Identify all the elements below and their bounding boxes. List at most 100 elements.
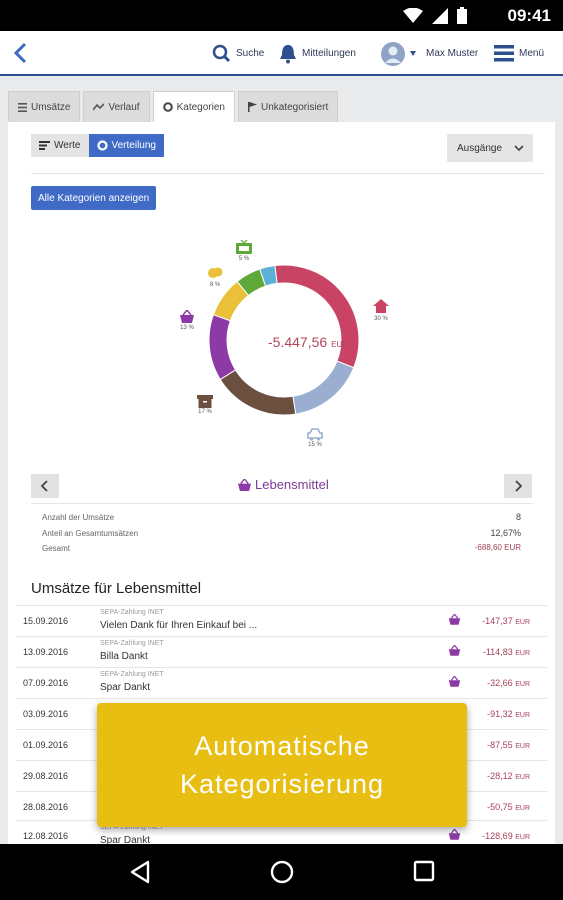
values-toggle-button[interactable]: Werte bbox=[31, 134, 89, 157]
promo-banner-line-2: Kategorisierung bbox=[179, 769, 385, 799]
tx-kind: SEPA-Zahlung INET bbox=[100, 824, 164, 831]
tx-currency: EUR bbox=[515, 774, 530, 781]
chart-total-amount: -5.447,56 EUR bbox=[248, 334, 368, 350]
tx-amount-value: -28,12 bbox=[487, 771, 513, 781]
battery-icon bbox=[457, 7, 467, 24]
tx-currency: EUR bbox=[515, 834, 530, 841]
direction-select[interactable]: Ausgänge bbox=[447, 134, 533, 162]
tab-unkategorisiert[interactable]: Unkategorisiert bbox=[237, 91, 339, 122]
tx-currency: EUR bbox=[515, 681, 530, 688]
tx-description: Spar Dankt bbox=[100, 835, 151, 846]
tx-description: Vielen Dank für Ihren Einkauf bei ... bbox=[100, 620, 258, 631]
tx-currency: EUR bbox=[515, 743, 530, 750]
tx-amount: -91,32 EUR bbox=[487, 709, 530, 719]
view-toggle: Werte Verteilung bbox=[31, 134, 164, 157]
system-navigation-bar bbox=[0, 844, 563, 900]
stat-label-count: Anzahl der Umsätze bbox=[42, 513, 115, 522]
tx-date: 15.09.2016 bbox=[23, 616, 69, 626]
messages-label: Mitteilungen bbox=[302, 48, 356, 59]
tx-date: 01.09.2016 bbox=[23, 740, 69, 750]
promo-banner-line-1: Automatische bbox=[194, 731, 370, 761]
table-row[interactable]: 13.09.2016 SEPA-Zahlung INET Billa Dankt… bbox=[16, 636, 547, 667]
nav-home-icon[interactable] bbox=[270, 860, 294, 884]
nav-back-icon[interactable] bbox=[128, 860, 152, 884]
tx-currency: EUR bbox=[515, 619, 530, 626]
next-category-button[interactable] bbox=[504, 474, 532, 498]
tx-date: 07.09.2016 bbox=[23, 678, 69, 688]
slice-label-sonstiges: 17 % bbox=[198, 409, 212, 415]
chart-total-value: -5.447,56 bbox=[268, 334, 328, 350]
basket-icon bbox=[448, 676, 461, 687]
basket-icon bbox=[448, 645, 461, 656]
bars-icon bbox=[39, 141, 50, 150]
car-icon[interactable] bbox=[307, 428, 323, 441]
tab-label: Unkategorisiert bbox=[260, 101, 329, 113]
tab-label: Kategorien bbox=[176, 101, 225, 113]
caret-down-icon bbox=[410, 51, 416, 56]
tv-icon[interactable] bbox=[236, 240, 252, 254]
tx-amount: -128,69 EUR bbox=[482, 831, 530, 841]
tab-label: Umsätze bbox=[31, 101, 71, 113]
tx-description: Spar Dankt bbox=[100, 682, 151, 693]
tx-amount-value: -147,37 bbox=[482, 616, 513, 626]
tx-kind: SEPA-Zahlung INET bbox=[100, 671, 164, 678]
search-label: Suche bbox=[236, 48, 265, 59]
nav-recents-icon[interactable] bbox=[413, 860, 435, 882]
status-icons bbox=[403, 7, 467, 24]
tx-amount-value: -32,66 bbox=[487, 678, 513, 688]
hamburger-icon bbox=[494, 45, 514, 62]
direction-select-value: Ausgänge bbox=[457, 142, 503, 154]
basket-icon[interactable] bbox=[179, 310, 195, 323]
tx-kind: SEPA-Zahlung INET bbox=[100, 609, 164, 616]
tx-amount: -32,66 EUR bbox=[487, 678, 530, 688]
tx-date: 13.09.2016 bbox=[23, 647, 69, 657]
tx-currency: EUR bbox=[515, 805, 530, 812]
tx-date: 28.08.2016 bbox=[23, 802, 69, 812]
tx-kind: SEPA-Zahlung INET bbox=[100, 640, 164, 647]
tx-amount-value: -114,83 bbox=[482, 647, 513, 657]
chart-total-currency: EUR bbox=[331, 340, 348, 349]
pie-chart-icon bbox=[162, 102, 173, 112]
box-icon[interactable] bbox=[197, 395, 213, 408]
tx-currency: EUR bbox=[515, 650, 530, 657]
promo-banner: Automatische Kategorisierung bbox=[97, 703, 467, 827]
slice-label-lebensmittel: 13 % bbox=[180, 325, 194, 331]
tx-amount-value: -128,69 bbox=[482, 831, 513, 841]
tab-umsaetze[interactable]: Umsätze bbox=[8, 91, 81, 122]
donut-icon bbox=[96, 140, 108, 151]
distribution-toggle-button[interactable]: Verteilung bbox=[88, 134, 164, 157]
tab-verlauf[interactable]: Verlauf bbox=[83, 91, 150, 122]
tx-date: 03.09.2016 bbox=[23, 709, 69, 719]
tx-amount-value: -50,75 bbox=[487, 802, 513, 812]
tx-amount: -28,12 EUR bbox=[487, 771, 530, 781]
tx-amount: -114,83 EUR bbox=[483, 647, 530, 657]
wifi-icon bbox=[403, 7, 423, 23]
search-button[interactable]: Suche bbox=[212, 31, 264, 76]
slice-label-auto: 15 % bbox=[308, 442, 322, 448]
messages-button[interactable]: Mitteilungen bbox=[279, 31, 356, 76]
menu-button[interactable]: Menü bbox=[494, 31, 544, 76]
tab-kategorien[interactable]: Kategorien bbox=[152, 91, 235, 122]
user-menu[interactable]: Max Muster bbox=[381, 31, 478, 76]
search-icon bbox=[212, 44, 231, 63]
previous-category-button[interactable] bbox=[31, 474, 59, 498]
divider bbox=[31, 173, 545, 174]
table-row[interactable]: 15.09.2016 SEPA-Zahlung INET Vielen Dank… bbox=[16, 605, 547, 636]
back-arrow-icon[interactable] bbox=[6, 38, 36, 68]
house-icon[interactable] bbox=[373, 299, 389, 313]
values-toggle-label: Werte bbox=[54, 140, 81, 151]
selected-category-name: Lebensmittel bbox=[255, 477, 329, 492]
selected-category: Lebensmittel bbox=[237, 477, 329, 492]
tx-currency: EUR bbox=[515, 712, 530, 719]
tx-amount: -147,37 EUR bbox=[482, 616, 530, 626]
tx-amount-value: -91,32 bbox=[487, 709, 513, 719]
basket-icon bbox=[448, 829, 461, 840]
table-row[interactable]: 07.09.2016 SEPA-Zahlung INET Spar Dankt … bbox=[16, 667, 547, 698]
tx-amount-value: -87,55 bbox=[487, 740, 513, 750]
flag-icon bbox=[247, 102, 257, 112]
chevron-left-icon bbox=[40, 480, 48, 492]
stat-value-total: -688,60 EUR bbox=[474, 543, 521, 552]
blob-icon[interactable] bbox=[207, 266, 223, 280]
clock: 09:41 bbox=[507, 6, 551, 25]
show-all-categories-button[interactable]: Alle Kategorien anzeigen bbox=[31, 186, 157, 210]
